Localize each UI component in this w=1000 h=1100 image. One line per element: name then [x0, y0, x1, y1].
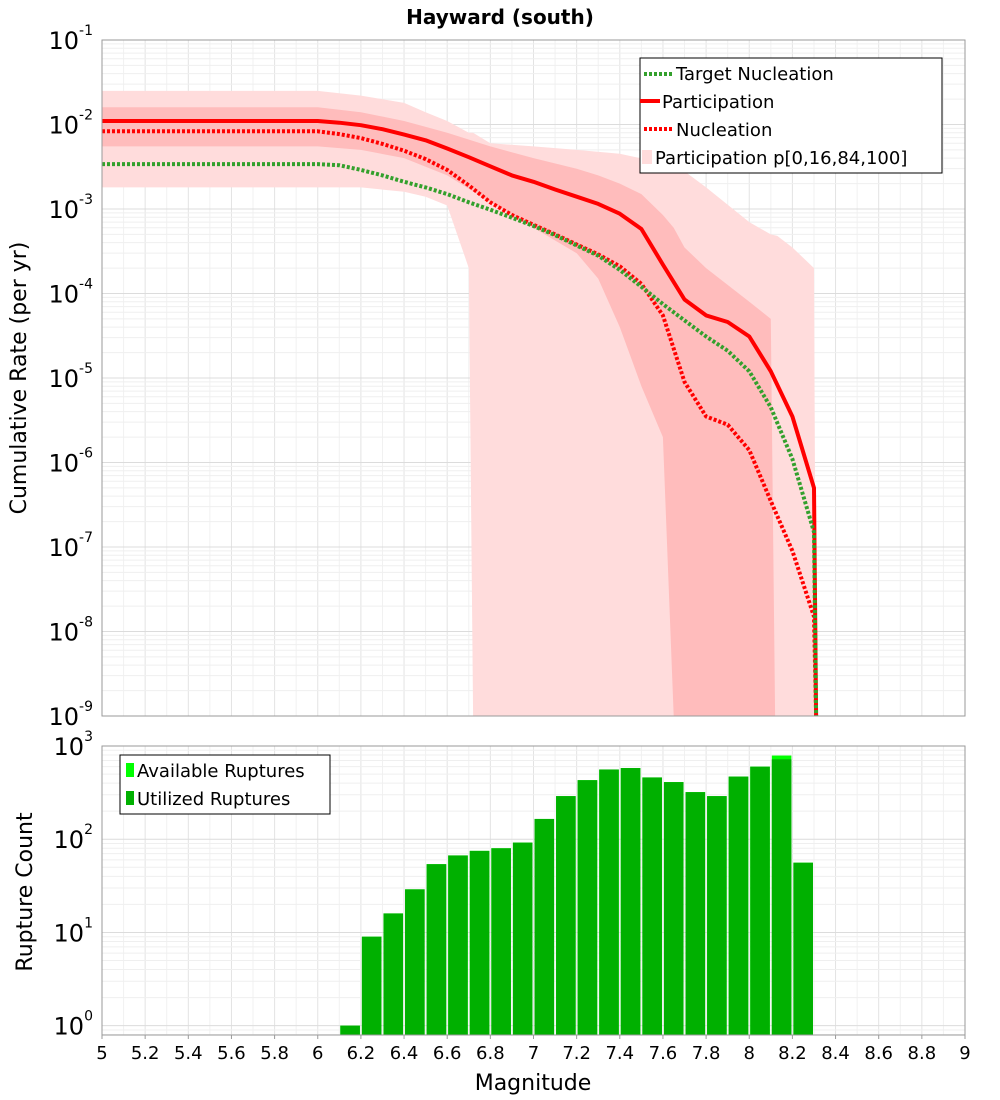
top-y-axis-label: Cumulative Rate (per yr): [7, 242, 32, 515]
bottom-y-tick-label: 100: [54, 1009, 93, 1041]
legend-label-participation: Participation: [662, 92, 774, 113]
x-ticks: 5 5.2 5.4 5.6 5.8 6 6.2 6.4 6.6 6.8 7 7.2 7.4 7.6 7.8 8…: [96, 1035, 971, 1064]
bar-utilized-ruptures: [534, 818, 555, 1035]
top-y-ticks: 10-9 10-8 10-7 10-6 10-5 10-4 10-3 10-2 10-1: [48, 23, 93, 731]
top-y-tick-label: 10-4: [48, 277, 93, 309]
top-y-tick-label: 10-9: [48, 699, 93, 731]
series-line-nucleation: [102, 129, 819, 717]
bar-utilized-ruptures: [707, 796, 727, 1035]
bar-utilized-ruptures: [383, 913, 404, 1035]
x-tick-label: 7: [528, 1043, 539, 1064]
bar-utilized-ruptures: [577, 780, 598, 1035]
band-p16-p84: [102, 107, 817, 717]
top-y-tick-label: 10-2: [48, 108, 93, 140]
bar-utilized-ruptures: [469, 850, 490, 1035]
bottom-legend-box: [119, 754, 331, 815]
bar-utilized-ruptures: [685, 792, 706, 1035]
bar-utilized-ruptures: [620, 768, 641, 1035]
top-panel: 10-9 10-8 10-7 10-6 10-5 10-4 10-3 10-2 10-1 Cum…: [7, 23, 966, 731]
bottom-panel: 100 101 102 103 5 5.2 5.4 5.6 5.8 6 6.2 6.4 6.6 6.8 7…: [13, 729, 971, 1096]
bar-utilized-ruptures: [642, 777, 662, 1035]
bottom-y-tick-label: 103: [54, 729, 93, 761]
x-tick-label: 6.2: [347, 1043, 376, 1064]
x-tick-label: 7.6: [649, 1043, 678, 1064]
x-tick-label: 8.2: [778, 1043, 807, 1064]
top-plot-frame: [101, 39, 966, 717]
top-y-tick-label: 10-7: [48, 530, 93, 562]
top-lines: [102, 119, 819, 717]
bottom-y-tick-label: 101: [54, 915, 93, 947]
bar-utilized-ruptures: [491, 848, 511, 1035]
x-tick-label: 5.2: [131, 1043, 160, 1064]
x-tick-label: 7.2: [562, 1043, 591, 1064]
bottom-bars: [340, 755, 813, 1035]
x-tick-label: 6.4: [390, 1043, 419, 1064]
bar-utilized-ruptures: [750, 766, 770, 1035]
bar-utilized-ruptures: [793, 862, 813, 1035]
bar-utilized-ruptures: [771, 759, 792, 1035]
x-tick-label: 6.6: [433, 1043, 462, 1064]
top-legend-box: [639, 57, 943, 174]
legend-label-nucleation: Nucleation: [676, 120, 772, 141]
legend-label-available-ruptures: Available Ruptures: [137, 761, 305, 782]
bar-utilized-ruptures: [512, 842, 533, 1035]
x-tick-label: 5.8: [260, 1043, 289, 1064]
top-bands: [102, 90, 817, 717]
x-tick-label: 8.6: [864, 1043, 893, 1064]
x-tick-label: 5: [96, 1043, 107, 1064]
x-tick-label: 8.4: [821, 1043, 850, 1064]
legend-label-participation-band: Participation p[0,16,84,100]: [655, 148, 907, 169]
legend-swatch-available-ruptures: [126, 763, 134, 777]
legend-label-utilized-ruptures: Utilized Ruptures: [137, 789, 290, 810]
x-tick-label: 9: [959, 1043, 970, 1064]
x-tick-label: 5.4: [174, 1043, 203, 1064]
x-tick-label: 5.6: [217, 1043, 246, 1064]
bar-utilized-ruptures: [448, 855, 468, 1035]
bar-utilized-ruptures: [663, 782, 684, 1035]
x-axis-label: Magnitude: [475, 1071, 592, 1096]
legend-swatch-utilized-ruptures: [126, 791, 134, 805]
top-y-tick-label: 10-6: [48, 446, 93, 478]
legend-label-target-nucleation: Target Nucleation: [675, 64, 834, 85]
bar-utilized-ruptures: [556, 796, 576, 1035]
x-tick-label: 6.8: [476, 1043, 505, 1064]
bottom-y-tick-label: 102: [54, 822, 93, 854]
bottom-y-axis-label: Rupture Count: [13, 812, 38, 972]
bottom-legend: Available Ruptures Utilized Ruptures: [119, 754, 331, 815]
x-tick-label: 7.8: [692, 1043, 721, 1064]
top-y-tick-label: 10-1: [48, 23, 93, 55]
series-line-participation: [102, 119, 819, 717]
bar-utilized-ruptures: [361, 936, 382, 1035]
bar-utilized-ruptures: [599, 769, 619, 1035]
x-tick-label: 6: [312, 1043, 323, 1064]
x-tick-label: 8: [744, 1043, 755, 1064]
series-line-target-nucleation: [102, 162, 819, 717]
bar-utilized-ruptures: [340, 1025, 360, 1035]
bottom-y-ticks: 100 101 102 103: [54, 729, 93, 1041]
x-tick-label: 7.4: [605, 1043, 634, 1064]
bar-utilized-ruptures: [405, 889, 425, 1035]
top-legend: Target Nucleation Participation Nucleati…: [639, 57, 943, 174]
top-y-tick-label: 10-3: [48, 192, 93, 224]
bar-utilized-ruptures: [728, 776, 749, 1035]
top-y-tick-label: 10-8: [48, 615, 93, 647]
bar-utilized-ruptures: [426, 864, 447, 1035]
legend-swatch-participation-band: [642, 150, 652, 164]
x-tick-label: 8.8: [908, 1043, 937, 1064]
chart-title: Hayward (south): [406, 5, 594, 29]
top-y-tick-label: 10-5: [48, 361, 93, 393]
